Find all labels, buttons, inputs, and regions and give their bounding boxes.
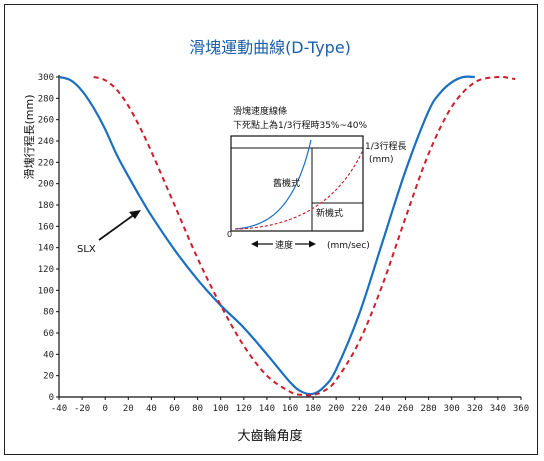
inset-title-line2: 下死點上為1/3行程時35%~40%: [233, 119, 367, 131]
inset-diagram: 滑塊速度線條 下死點上為1/3行程時35%~40% 1/3行程長 (mm) 舊機…: [227, 105, 407, 251]
y-tick-label: 100: [38, 286, 54, 296]
x-tick-label: -20: [74, 404, 90, 414]
x-tick-label: 200: [328, 404, 344, 414]
x-tick-label: 100: [213, 404, 229, 414]
inset-label-new: 新機式: [316, 207, 343, 219]
inset-label-old: 舊機式: [273, 177, 300, 189]
x-tick-label: 320: [467, 404, 483, 414]
chart-svg: 滑塊運動曲線(D-Type) 滑塊行程長(mm) 大齒輪角度 0 20 40 60 80…: [5, 5, 539, 456]
y-tick-label: 140: [38, 244, 54, 254]
y-tick-label: 40: [43, 350, 54, 360]
y-tick-label: 180: [38, 201, 54, 211]
x-tick-label: -40: [51, 404, 67, 414]
y-tick-label: 160: [38, 222, 54, 232]
x-tick-label: 0: [102, 404, 107, 414]
slx-arrow: [99, 214, 135, 240]
y-tick-label: 20: [43, 372, 54, 382]
x-tick-label: 240: [374, 404, 390, 414]
y-tick-label: 120: [38, 265, 54, 275]
x-tick-label: 40: [146, 404, 157, 414]
x-tick-label: 260: [397, 404, 413, 414]
x-tick-label: 20: [123, 404, 134, 414]
x-axis-label: 大齒輪角度: [237, 428, 302, 444]
inset-speed-label: 速度: [275, 239, 293, 251]
inset-curve-label-2: (mm): [369, 155, 394, 165]
inset-speed-arrowhead-right: [309, 241, 316, 248]
slx-annotation-label: SLX: [77, 244, 96, 255]
inset-speed-arrowhead-left: [251, 241, 258, 248]
x-tick-label: 300: [444, 404, 460, 414]
y-tick-label: 240: [38, 137, 54, 147]
x-tick-label: 120: [236, 404, 252, 414]
x-ticks: -40 -20 0 20 40 60 80 100 120 140 160 180 200 220 240 2…: [51, 397, 529, 414]
y-tick-label: 260: [38, 116, 54, 126]
y-tick-label: 60: [43, 329, 54, 339]
x-tick-label: 180: [305, 404, 321, 414]
y-tick-label: 80: [43, 308, 54, 318]
x-tick-label: 160: [282, 404, 298, 414]
inset-unit-label: (mm/sec): [327, 241, 370, 251]
inset-title-line1: 滑塊速度線條: [233, 105, 287, 117]
y-tick-label: 0: [49, 393, 54, 403]
x-tick-label: 280: [420, 404, 436, 414]
chart-frame: 滑塊運動曲線(D-Type) 滑塊行程長(mm) 大齒輪角度 0 20 40 60 80…: [4, 4, 538, 455]
y-tick-label: 300: [38, 73, 54, 83]
y-ticks: 0 20 40 60 80 100 120 140 160 180 200 220 240 260 280 3…: [38, 73, 59, 403]
x-tick-label: 220: [351, 404, 367, 414]
x-tick-label: 340: [490, 404, 506, 414]
x-tick-label: 80: [192, 404, 203, 414]
inset-origin-label: 0: [227, 230, 232, 239]
y-axis-label: 滑塊行程長(mm): [23, 94, 36, 179]
slx-annotation: SLX: [77, 210, 141, 255]
y-tick-label: 280: [38, 94, 54, 104]
chart-title: 滑塊運動曲線(D-Type): [189, 38, 351, 57]
inset-curve-label-1: 1/3行程長: [365, 140, 407, 152]
x-tick-label: 360: [513, 404, 529, 414]
x-tick-label: 60: [169, 404, 180, 414]
x-tick-label: 140: [259, 404, 275, 414]
y-tick-label: 220: [38, 158, 54, 168]
y-tick-label: 200: [38, 180, 54, 190]
